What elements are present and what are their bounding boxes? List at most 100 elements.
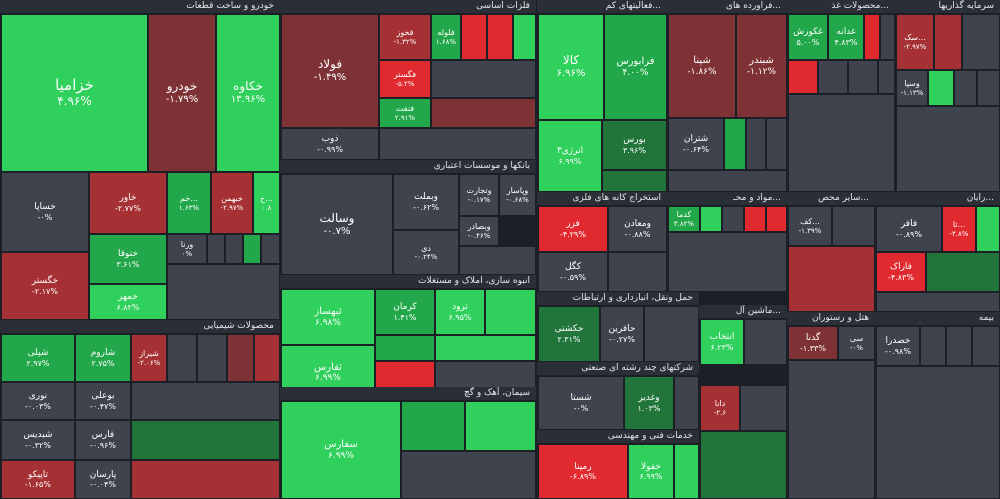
sector-auto[interactable]: خودرو و ساخت قطعات خزامیا ۴.۹۶% خودرو -۱.۷… xyxy=(0,0,280,320)
tile[interactable]: دی -۰.۲۴% xyxy=(393,230,459,275)
tile[interactable] xyxy=(788,246,875,312)
sector-transport[interactable]: حمل ونقل، انبارداری و ارتباطات حکشتی ۲.۳۱… xyxy=(537,292,699,362)
tile[interactable]: شیراز -۲.۰۶% xyxy=(131,334,167,382)
tile[interactable] xyxy=(920,326,946,366)
tile[interactable] xyxy=(608,252,667,292)
tile[interactable] xyxy=(375,335,435,361)
tile[interactable] xyxy=(972,326,1000,366)
tile[interactable] xyxy=(744,206,766,232)
tile[interactable]: خ... ۰.۸ xyxy=(253,172,280,234)
tile[interactable]: وغدیر ۱.۰۳% xyxy=(624,376,674,430)
tile[interactable]: فافر -۰.۸۹% xyxy=(876,206,942,252)
tile[interactable]: سی -۰% xyxy=(838,326,875,360)
tile[interactable] xyxy=(896,106,1000,192)
sector-chem[interactable]: محصولات شیمیایی شپلی ۲.۹۷% شاروم ۲.۷۵% شیر… xyxy=(0,320,280,499)
tile[interactable] xyxy=(946,326,972,366)
tile[interactable]: کدما ۳.۸۲% xyxy=(668,206,700,232)
sector-multi[interactable]: شرکتهای چند رشته ای صنعتی شستا -۰% وغدیر ۱… xyxy=(537,362,699,430)
tile[interactable]: فنفت ۲.۹۱% xyxy=(379,98,431,128)
tile[interactable]: نوری -۰.۰۳% xyxy=(1,382,75,420)
tile[interactable]: ورنا ۰% xyxy=(167,234,207,264)
tile[interactable] xyxy=(740,385,787,431)
tile[interactable]: شاروم ۲.۷۵% xyxy=(75,334,131,382)
tile[interactable]: فاراک -۴.۸۳% xyxy=(876,252,926,292)
tile[interactable] xyxy=(485,289,536,335)
tile[interactable]: تا... -۴.۸% xyxy=(942,206,976,252)
tile[interactable] xyxy=(431,98,536,128)
tile[interactable] xyxy=(167,334,197,382)
tile[interactable] xyxy=(465,401,536,451)
sector-machinery[interactable]: ماشین آل... انتخاب ۶.۲۳% دانا -۲.۶ xyxy=(699,305,787,499)
tile[interactable] xyxy=(788,360,875,499)
tile[interactable]: غکورش ۵.۰۰% xyxy=(788,14,828,60)
tile[interactable] xyxy=(197,334,227,382)
tile[interactable] xyxy=(962,14,1000,70)
tile[interactable]: فزر -۴.۲۹% xyxy=(538,206,608,252)
tile[interactable]: سک... -۲.۹۷% xyxy=(896,14,934,70)
tile[interactable]: خساپا -۰% xyxy=(1,172,89,252)
tile[interactable] xyxy=(788,94,895,192)
tile[interactable]: ختوقا ۳.۶۱% xyxy=(89,234,167,284)
tile[interactable] xyxy=(668,170,787,192)
tile[interactable] xyxy=(880,14,895,60)
tile[interactable] xyxy=(700,431,787,499)
tile[interactable] xyxy=(700,206,722,232)
tile[interactable] xyxy=(864,14,880,60)
tile[interactable]: تاپیکو -۱.۶۵% xyxy=(1,460,75,499)
tile[interactable]: سفارس ۶.۹۹% xyxy=(281,401,401,499)
tile[interactable]: غدانه ۴.۸۳% xyxy=(828,14,864,60)
sector-eng[interactable]: خدمات فنی و مهندسی رمپنا -۶.۸۹% خفولا ۶.۹۹… xyxy=(537,430,699,499)
tile[interactable]: پارسان -۰.۰۴% xyxy=(75,460,131,499)
sector-insurance[interactable]: بیمه خصدرا -۰.۹۸% xyxy=(875,312,1000,499)
tile[interactable]: کرمان ۱.۴۱% xyxy=(375,289,435,335)
tile[interactable] xyxy=(487,14,513,60)
tile[interactable] xyxy=(254,334,280,382)
tile[interactable] xyxy=(766,118,787,170)
tile[interactable]: کگل -۰.۵۹% xyxy=(538,252,608,292)
tile[interactable] xyxy=(668,232,787,292)
tile[interactable] xyxy=(401,451,536,499)
tile[interactable] xyxy=(934,14,962,70)
tile[interactable]: فگستر -۵.۲% xyxy=(379,60,431,98)
tile[interactable]: شپلی ۲.۹۷% xyxy=(1,334,75,382)
sector-metals[interactable]: فلزات اساسی فولاد -۱.۴۹% فخوز -۱.۳۲% فلوله… xyxy=(280,0,536,160)
tile[interactable] xyxy=(131,420,280,460)
tile[interactable] xyxy=(379,128,536,160)
sector-software[interactable]: رایان... فافر -۰.۸۹% تا... -۴.۸% فاراک -۴.۸… xyxy=(875,192,1000,312)
sector-invest[interactable]: سرمایه گذاریها سک... -۲.۹۷% وسپا -۱.۱۳% xyxy=(895,0,1000,192)
sector-banks[interactable]: بانکها و موسسات اعتباری وسالت -۰.۷% وبملت… xyxy=(280,160,536,275)
tile[interactable]: شستا -۰% xyxy=(538,376,624,430)
sector-mining[interactable]: استخراج کانه های فلزی فزر -۴.۲۹% ومعادن -۰… xyxy=(537,192,667,292)
tile[interactable]: خمهر ۶.۸۲% xyxy=(89,284,167,320)
tile[interactable] xyxy=(261,234,280,264)
tile[interactable]: کالا ۶.۹۶% xyxy=(538,14,604,120)
tile[interactable]: حکشتی ۲.۳۱% xyxy=(538,306,600,362)
tile[interactable] xyxy=(744,319,787,365)
sector-food[interactable]: محصولات غذ... غکورش ۵.۰۰% غدانه ۴.۸۳% xyxy=(787,0,895,192)
tile[interactable] xyxy=(976,206,1000,252)
tile[interactable]: فولاد -۱.۴۹% xyxy=(281,14,379,128)
tile[interactable]: وسپا -۱.۱۳% xyxy=(896,70,928,106)
tile[interactable] xyxy=(227,334,254,382)
tile[interactable] xyxy=(225,234,243,264)
tile[interactable] xyxy=(431,60,536,98)
sector-materials[interactable]: مواد و محـ... کدما ۳.۸۲% xyxy=(667,192,787,292)
tile[interactable] xyxy=(722,206,744,232)
tile[interactable]: بورس ۳.۹۶% xyxy=(602,120,667,170)
tile[interactable] xyxy=(724,118,746,170)
tile[interactable] xyxy=(459,246,536,275)
tile[interactable] xyxy=(876,366,1000,499)
tile[interactable]: شبدیس -۰.۳۲% xyxy=(1,420,75,460)
tile[interactable] xyxy=(746,118,766,170)
tile[interactable] xyxy=(461,14,487,60)
tile[interactable]: خصدرا -۰.۹۸% xyxy=(876,326,920,366)
tile[interactable]: فخوز -۱.۳۲% xyxy=(379,14,431,60)
tile[interactable]: گدنا -۱.۳۳% xyxy=(788,326,838,360)
tile[interactable] xyxy=(832,206,875,246)
sector-cement[interactable]: سیمان، آهک و گچ سفارس ۶.۹۹% xyxy=(280,387,536,499)
tile[interactable] xyxy=(674,376,699,430)
tile[interactable]: وبملت -۰.۶۲% xyxy=(393,174,459,230)
tile[interactable]: خبهمن -۲.۹۷% xyxy=(211,172,253,234)
tile[interactable]: رمپنا -۶.۸۹% xyxy=(538,444,628,499)
tile[interactable]: انرژی۳ ۶.۹۹% xyxy=(538,120,602,192)
